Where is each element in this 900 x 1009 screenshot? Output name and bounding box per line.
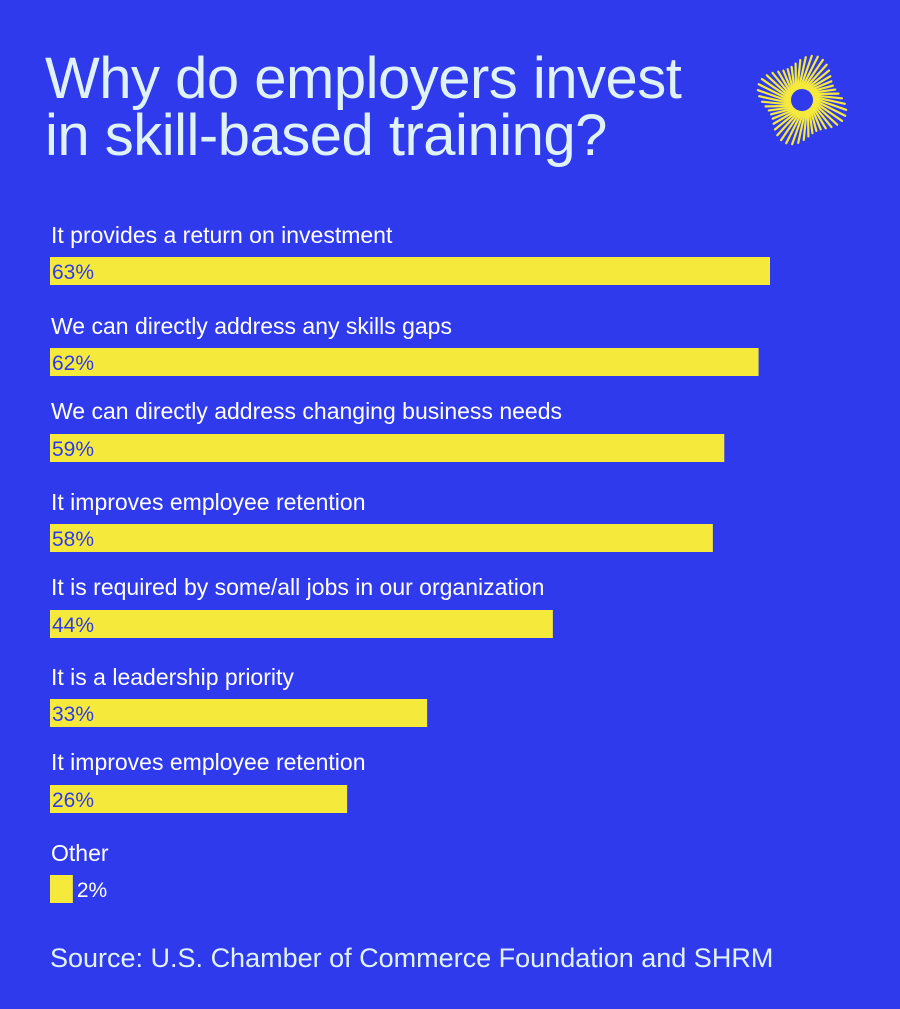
category-label: It is required by some/all jobs in our o… [51,574,544,600]
value-label: 33% [52,703,94,726]
bar-row: Other 2% [50,840,109,903]
bar-row: It improves employee retention 58% [50,489,713,552]
bar-row: We can directly address any skills gaps 6… [50,313,759,376]
page-title: Why do employers invest in skill-based tr… [45,50,682,165]
value-label: 26% [52,789,94,812]
bar-row: We can directly address changing busines… [50,398,725,462]
category-label: It is a leadership priority [51,664,294,690]
value-label: 59% [52,438,94,461]
value-label: 62% [52,352,94,375]
category-label: It provides a return on investment [51,222,393,248]
title-line-1: Why do employers invest [45,46,682,111]
value-label: 44% [52,614,94,637]
bar [50,257,770,285]
bar-row: It provides a return on investment 63% [50,222,770,285]
sunburst-logo-icon [756,54,848,146]
value-label: 63% [52,261,94,284]
bar [50,348,759,376]
category-label: We can directly address changing busines… [51,398,562,424]
bar [50,434,725,462]
category-label: Other [51,840,109,866]
category-label: It improves employee retention [51,749,366,775]
value-label: 58% [52,528,94,551]
bar-row: It is required by some/all jobs in our o… [50,574,553,638]
bar [50,610,553,638]
bar [50,785,348,813]
bar [50,524,713,552]
source-note: Source: U.S. Chamber of Commerce Foundat… [50,943,774,973]
value-label: 2% [77,879,107,902]
title-line-2: in skill-based training? [45,103,607,168]
bar-row: It improves employee retention 26% [50,749,366,813]
bar-row: It is a leadership priority 33% [50,664,428,727]
bar [50,699,428,727]
bar [50,875,73,903]
category-label: We can directly address any skills gaps [51,313,452,339]
category-label: It improves employee retention [51,489,366,515]
